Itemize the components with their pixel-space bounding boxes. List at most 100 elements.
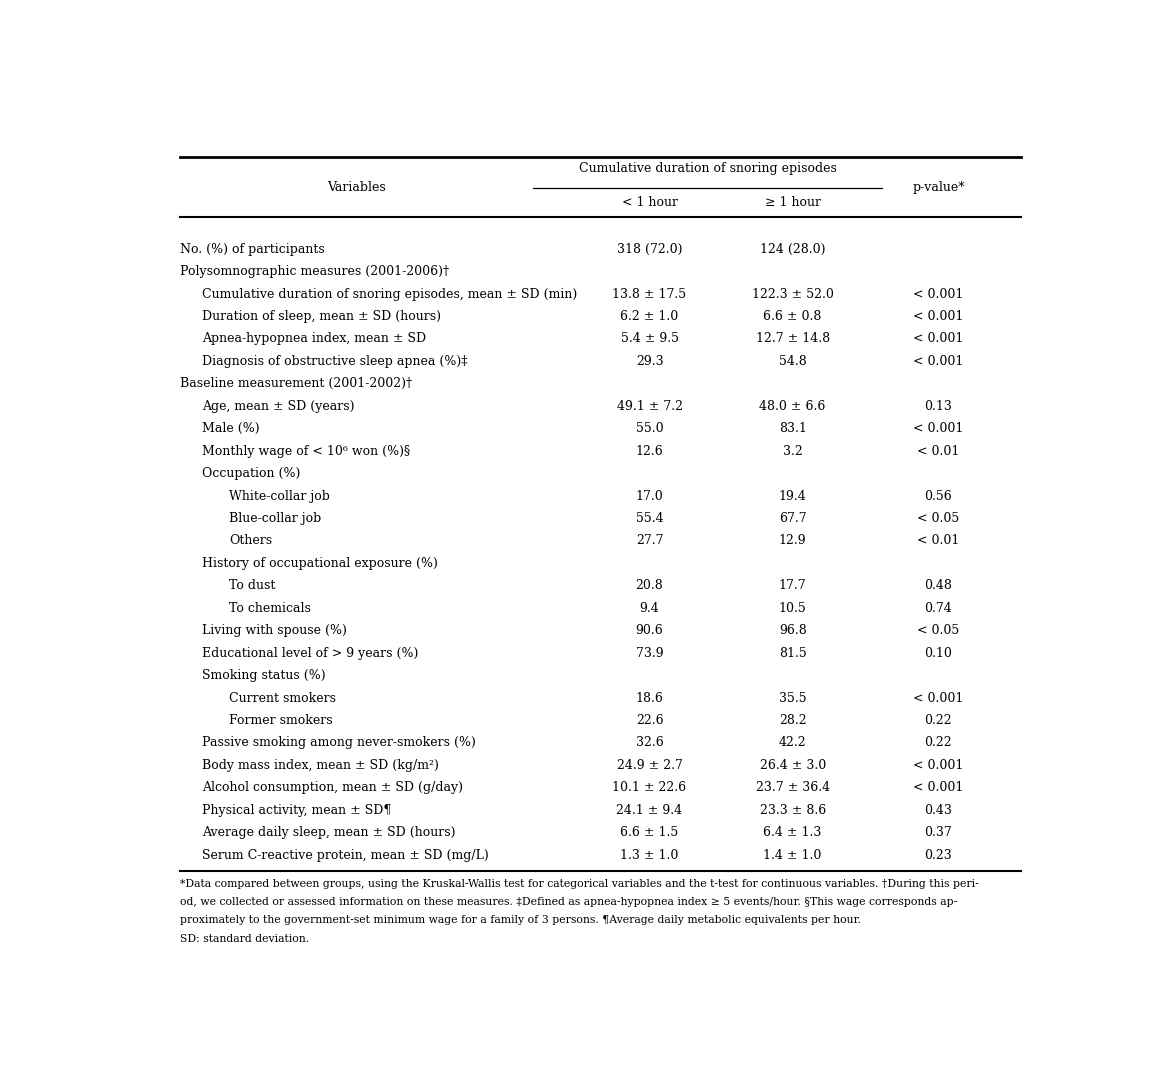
- Text: Cumulative duration of snoring episodes: Cumulative duration of snoring episodes: [579, 162, 837, 175]
- Text: < 0.001: < 0.001: [913, 310, 964, 323]
- Text: Baseline measurement (2001-2002)†: Baseline measurement (2001-2002)†: [180, 377, 412, 390]
- Text: < 0.001: < 0.001: [913, 782, 964, 795]
- Text: Physical activity, mean ± SD¶: Physical activity, mean ± SD¶: [202, 804, 391, 817]
- Text: Apnea-hypopnea index, mean ± SD: Apnea-hypopnea index, mean ± SD: [202, 333, 427, 346]
- Text: 0.37: 0.37: [924, 826, 952, 839]
- Text: Current smokers: Current smokers: [230, 692, 336, 705]
- Text: Body mass index, mean ± SD (kg/m²): Body mass index, mean ± SD (kg/m²): [202, 759, 440, 772]
- Text: 6.2 ± 1.0: 6.2 ± 1.0: [621, 310, 679, 323]
- Text: 124 (28.0): 124 (28.0): [759, 242, 825, 255]
- Text: 73.9: 73.9: [636, 646, 664, 659]
- Text: p-value*: p-value*: [912, 181, 965, 193]
- Text: Male (%): Male (%): [202, 423, 260, 436]
- Text: SD: standard deviation.: SD: standard deviation.: [180, 934, 309, 944]
- Text: < 0.05: < 0.05: [917, 624, 960, 637]
- Text: < 0.01: < 0.01: [917, 534, 960, 547]
- Text: 10.1 ± 22.6: 10.1 ± 22.6: [613, 782, 687, 795]
- Text: 1.4 ± 1.0: 1.4 ± 1.0: [764, 849, 822, 862]
- Text: 24.1 ± 9.4: 24.1 ± 9.4: [616, 804, 683, 817]
- Text: proximately to the government-set minimum wage for a family of 3 persons. ¶Avera: proximately to the government-set minimu…: [180, 916, 861, 925]
- Text: Occupation (%): Occupation (%): [202, 467, 301, 480]
- Text: 18.6: 18.6: [636, 692, 664, 705]
- Text: 318 (72.0): 318 (72.0): [616, 242, 682, 255]
- Text: 49.1 ± 7.2: 49.1 ± 7.2: [616, 400, 682, 413]
- Text: To chemicals: To chemicals: [230, 602, 312, 615]
- Text: od, we collected or assessed information on these measures. ‡Defined as apnea-hy: od, we collected or assessed information…: [180, 897, 958, 907]
- Text: 17.0: 17.0: [636, 490, 664, 503]
- Text: 28.2: 28.2: [779, 713, 807, 728]
- Text: < 0.001: < 0.001: [913, 288, 964, 301]
- Text: < 0.05: < 0.05: [917, 512, 960, 525]
- Text: 22.6: 22.6: [636, 713, 664, 728]
- Text: < 0.01: < 0.01: [917, 444, 960, 457]
- Text: ≥ 1 hour: ≥ 1 hour: [765, 196, 820, 209]
- Text: 5.4 ± 9.5: 5.4 ± 9.5: [621, 333, 679, 346]
- Text: 122.3 ± 52.0: 122.3 ± 52.0: [751, 288, 833, 301]
- Text: < 0.001: < 0.001: [913, 333, 964, 346]
- Text: Smoking status (%): Smoking status (%): [202, 669, 327, 682]
- Text: 23.7 ± 36.4: 23.7 ± 36.4: [756, 782, 830, 795]
- Text: 55.4: 55.4: [636, 512, 664, 525]
- Text: 6.6 ± 0.8: 6.6 ± 0.8: [764, 310, 822, 323]
- Text: 35.5: 35.5: [779, 692, 807, 705]
- Text: 54.8: 54.8: [779, 355, 807, 368]
- Text: Serum C-reactive protein, mean ± SD (mg/L): Serum C-reactive protein, mean ± SD (mg/…: [202, 849, 489, 862]
- Text: 0.74: 0.74: [924, 602, 952, 615]
- Text: 0.22: 0.22: [924, 736, 952, 749]
- Text: 96.8: 96.8: [779, 624, 807, 637]
- Text: 0.22: 0.22: [924, 713, 952, 728]
- Text: Variables: Variables: [328, 181, 387, 193]
- Text: 32.6: 32.6: [636, 736, 664, 749]
- Text: Diagnosis of obstructive sleep apnea (%)‡: Diagnosis of obstructive sleep apnea (%)…: [202, 355, 467, 368]
- Text: 26.4 ± 3.0: 26.4 ± 3.0: [759, 759, 826, 772]
- Text: History of occupational exposure (%): History of occupational exposure (%): [202, 557, 439, 570]
- Text: 29.3: 29.3: [636, 355, 664, 368]
- Text: 0.13: 0.13: [924, 400, 952, 413]
- Text: Educational level of > 9 years (%): Educational level of > 9 years (%): [202, 646, 419, 659]
- Text: Cumulative duration of snoring episodes, mean ± SD (min): Cumulative duration of snoring episodes,…: [202, 288, 578, 301]
- Text: < 0.001: < 0.001: [913, 759, 964, 772]
- Text: 13.8 ± 17.5: 13.8 ± 17.5: [613, 288, 687, 301]
- Text: 24.9 ± 2.7: 24.9 ± 2.7: [616, 759, 682, 772]
- Text: 20.8: 20.8: [636, 579, 664, 592]
- Text: 9.4: 9.4: [639, 602, 659, 615]
- Text: 81.5: 81.5: [779, 646, 807, 659]
- Text: Blue-collar job: Blue-collar job: [230, 512, 322, 525]
- Text: 3.2: 3.2: [782, 444, 802, 457]
- Text: 55.0: 55.0: [636, 423, 664, 436]
- Text: 0.56: 0.56: [924, 490, 952, 503]
- Text: Former smokers: Former smokers: [230, 713, 332, 728]
- Text: Average daily sleep, mean ± SD (hours): Average daily sleep, mean ± SD (hours): [202, 826, 456, 839]
- Text: Duration of sleep, mean ± SD (hours): Duration of sleep, mean ± SD (hours): [202, 310, 441, 323]
- Text: Polysomnographic measures (2001-2006)†: Polysomnographic measures (2001-2006)†: [180, 265, 449, 278]
- Text: 0.10: 0.10: [924, 646, 952, 659]
- Text: 23.3 ± 8.6: 23.3 ± 8.6: [759, 804, 826, 817]
- Text: 19.4: 19.4: [779, 490, 807, 503]
- Text: White-collar job: White-collar job: [230, 490, 330, 503]
- Text: 12.7 ± 14.8: 12.7 ± 14.8: [756, 333, 830, 346]
- Text: < 0.001: < 0.001: [913, 355, 964, 368]
- Text: Monthly wage of < 10⁶ won (%)§: Monthly wage of < 10⁶ won (%)§: [202, 444, 411, 457]
- Text: 27.7: 27.7: [636, 534, 664, 547]
- Text: 48.0 ± 6.6: 48.0 ± 6.6: [759, 400, 826, 413]
- Text: 0.43: 0.43: [924, 804, 952, 817]
- Text: 6.4 ± 1.3: 6.4 ± 1.3: [764, 826, 822, 839]
- Text: Passive smoking among never-smokers (%): Passive smoking among never-smokers (%): [202, 736, 477, 749]
- Text: 10.5: 10.5: [779, 602, 807, 615]
- Text: To dust: To dust: [230, 579, 276, 592]
- Text: Others: Others: [230, 534, 272, 547]
- Text: 1.3 ± 1.0: 1.3 ± 1.0: [621, 849, 679, 862]
- Text: < 0.001: < 0.001: [913, 423, 964, 436]
- Text: Living with spouse (%): Living with spouse (%): [202, 624, 347, 637]
- Text: < 1 hour: < 1 hour: [622, 196, 677, 209]
- Text: 83.1: 83.1: [779, 423, 807, 436]
- Text: 17.7: 17.7: [779, 579, 807, 592]
- Text: 67.7: 67.7: [779, 512, 807, 525]
- Text: No. (%) of participants: No. (%) of participants: [180, 242, 324, 255]
- Text: < 0.001: < 0.001: [913, 692, 964, 705]
- Text: 12.9: 12.9: [779, 534, 807, 547]
- Text: 0.48: 0.48: [924, 579, 952, 592]
- Text: Alcohol consumption, mean ± SD (g/day): Alcohol consumption, mean ± SD (g/day): [202, 782, 464, 795]
- Text: 42.2: 42.2: [779, 736, 807, 749]
- Text: 6.6 ± 1.5: 6.6 ± 1.5: [621, 826, 679, 839]
